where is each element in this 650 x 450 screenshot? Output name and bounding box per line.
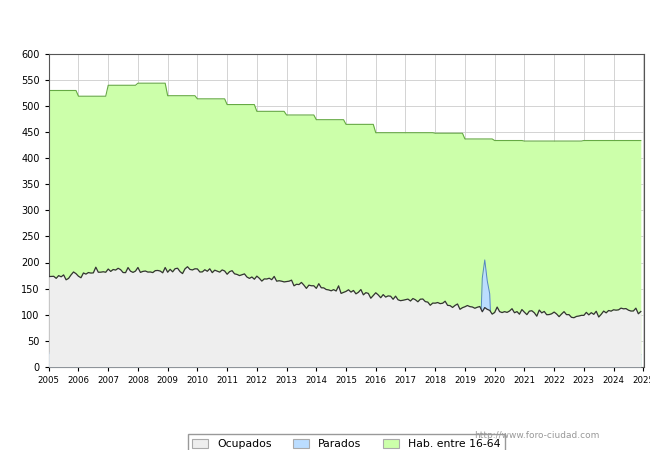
Legend: Ocupados, Parados, Hab. entre 16-64: Ocupados, Parados, Hab. entre 16-64 (188, 434, 504, 450)
Text: http://www.foro-ciudad.com: http://www.foro-ciudad.com (474, 431, 600, 440)
Text: Samper de Calanda - Evolucion de la poblacion en edad de Trabajar Noviembre de 2: Samper de Calanda - Evolucion de la pobl… (68, 17, 582, 30)
